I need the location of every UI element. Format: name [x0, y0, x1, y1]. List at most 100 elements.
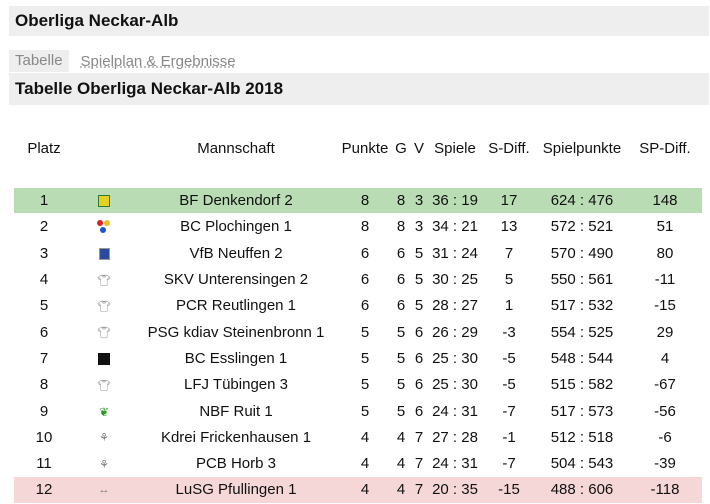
- table-row: 10 ⚘ Kdrei Frickenhausen 1 4 4 7 27 : 28 -1 512 …: [14, 424, 702, 451]
- spiele-cell: 24 : 31: [428, 450, 482, 478]
- sdiff-cell: 17: [482, 187, 536, 215]
- platz-cell: 10: [14, 424, 74, 451]
- spdiff-cell: -15: [628, 292, 702, 320]
- spiele-cell: 31 : 24: [428, 240, 482, 267]
- g-cell: 6: [392, 266, 410, 294]
- g-cell: 6: [392, 240, 410, 267]
- spdiff-cell: -67: [628, 371, 702, 399]
- shield-yellow-icon: [98, 192, 110, 209]
- spdiff-cell: 51: [628, 213, 702, 241]
- spielpunkte-cell: 548 : 544: [536, 345, 628, 373]
- col-header-spdiff: SP-Diff.: [639, 139, 691, 157]
- v-cell: 6: [410, 397, 428, 425]
- punkte-cell: 8: [338, 187, 392, 215]
- shirt-icon: 👕︎: [97, 379, 111, 392]
- spielpunkte-cell: 504 : 543: [536, 450, 628, 478]
- sdiff-cell: 1: [482, 292, 536, 320]
- platz-cell: 5: [14, 292, 74, 320]
- shirt-icon: 👕︎: [97, 300, 111, 313]
- league-title: Oberliga Neckar-Alb: [15, 11, 179, 30]
- spiele-cell: 25 : 30: [428, 371, 482, 399]
- g-cell: 6: [392, 292, 410, 320]
- spdiff-cell: -39: [628, 450, 702, 478]
- col-header-spielpunkte: Spielpunkte: [542, 139, 622, 157]
- g-cell: 5: [392, 371, 410, 399]
- punkte-cell: 5: [338, 397, 392, 425]
- g-cell: 5: [392, 397, 410, 425]
- team-name-cell: PCR Reutlingen 1: [134, 292, 338, 320]
- team-name-cell: BC Plochingen 1: [134, 213, 338, 241]
- table-row: 6 👕︎ PSG kdiav Steinenbronn 1 5 5 6 26 : 29 -3 5…: [14, 318, 702, 346]
- v-cell: 5: [410, 292, 428, 320]
- platz-cell: 3: [14, 240, 74, 267]
- table-row: 1 BF Denkendorf 2 8 8 3 36 : 19 17 624 : 476 148: [14, 187, 702, 215]
- table-row: 5 👕︎ PCR Reutlingen 1 6 6 5 28 : 27 1 517 : 532-…: [14, 292, 702, 320]
- sdiff-cell: -5: [482, 371, 536, 399]
- spdiff-cell: 4: [628, 345, 702, 373]
- team-logo: [74, 213, 134, 241]
- v-cell: 6: [410, 345, 428, 373]
- spiele-cell: 30 : 25: [428, 266, 482, 294]
- team-name-cell: SKV Unterensingen 2: [134, 266, 338, 294]
- sdiff-cell: -7: [482, 450, 536, 478]
- g-cell: 8: [392, 187, 410, 215]
- punkte-cell: 5: [338, 371, 392, 399]
- spiele-cell: 34 : 21: [428, 213, 482, 241]
- spielpunkte-cell: 624 : 476: [536, 187, 628, 215]
- team-logo: ❦: [74, 397, 134, 425]
- sdiff-cell: 5: [482, 266, 536, 294]
- shirt-icon: 👕︎: [97, 327, 111, 340]
- team-logo: [74, 240, 134, 267]
- spdiff-cell: -11: [628, 266, 702, 294]
- v-cell: 3: [410, 213, 428, 241]
- punkte-cell: 6: [338, 266, 392, 294]
- grey-figure-icon: ⚘: [99, 432, 109, 445]
- platz-cell: 7: [14, 345, 74, 373]
- spielpunkte-cell: 554 : 525: [536, 318, 628, 346]
- team-logo: [74, 345, 134, 373]
- spielpunkte-cell: 517 : 532: [536, 292, 628, 320]
- sdiff-cell: -5: [482, 345, 536, 373]
- spielpunkte-cell: 515 : 582: [536, 371, 628, 399]
- tab-spielplan[interactable]: Spielplan & Ergebnisse: [80, 53, 236, 70]
- table-row: 2 BC Plochingen 1 8 8 3 34 : 21 13 572 : 521 51: [14, 213, 702, 241]
- table-row: 7 BC Esslingen 1 5 5 6 25 : 30 -5 548 : 544 4: [14, 345, 702, 373]
- sdiff-cell: -1: [482, 424, 536, 451]
- table-header-row: Platz Mannschaft Punkte G V Spiele S-Dif…: [14, 135, 702, 161]
- shield-blue-icon: [98, 245, 110, 262]
- spiele-cell: 28 : 27: [428, 292, 482, 320]
- v-cell: 7: [410, 424, 428, 451]
- g-cell: 5: [392, 318, 410, 346]
- tab-bar: Tabelle Spielplan & Ergebnisse: [9, 48, 248, 72]
- team-logo: 👕︎: [74, 318, 134, 346]
- col-header-platz: Platz: [27, 139, 61, 157]
- team-name-cell: NBF Ruit 1: [134, 397, 338, 425]
- team-name-cell: Kdrei Frickenhausen 1: [134, 424, 338, 451]
- spielpunkte-cell: 550 : 561: [536, 266, 628, 294]
- tab-tabelle[interactable]: Tabelle: [9, 50, 69, 72]
- team-logo: ⚘: [74, 450, 134, 478]
- punkte-cell: 4: [338, 450, 392, 478]
- g-cell: 4: [392, 450, 410, 478]
- spiele-cell: 25 : 30: [428, 345, 482, 373]
- spdiff-cell: 80: [628, 240, 702, 267]
- grey-badge-icon: ⚘: [99, 458, 109, 471]
- g-cell: 4: [392, 476, 410, 504]
- spiele-cell: 24 : 31: [428, 397, 482, 425]
- platz-cell: 12: [14, 476, 74, 504]
- v-cell: 5: [410, 240, 428, 267]
- table-row: 4 👕︎ SKV Unterensingen 2 6 6 5 30 : 25 5 550 : 5…: [14, 266, 702, 294]
- col-header-spiele: Spiele: [434, 139, 476, 157]
- team-name-cell: LuSG Pfullingen 1: [134, 476, 338, 504]
- spielpunkte-cell: 572 : 521: [536, 213, 628, 241]
- col-header-g: G: [395, 139, 407, 157]
- col-header-mannschaft: Mannschaft: [197, 139, 275, 157]
- sdiff-cell: 13: [482, 213, 536, 241]
- team-name-cell: PCB Horb 3: [134, 450, 338, 478]
- v-cell: 6: [410, 371, 428, 399]
- table-row: 11 ⚘ PCB Horb 3 4 4 7 24 : 31 -7 504 : 543 -39: [14, 450, 702, 478]
- spdiff-cell: 29: [628, 318, 702, 346]
- sdiff-cell: -3: [482, 318, 536, 346]
- team-logo: [74, 187, 134, 215]
- sdiff-cell: -7: [482, 397, 536, 425]
